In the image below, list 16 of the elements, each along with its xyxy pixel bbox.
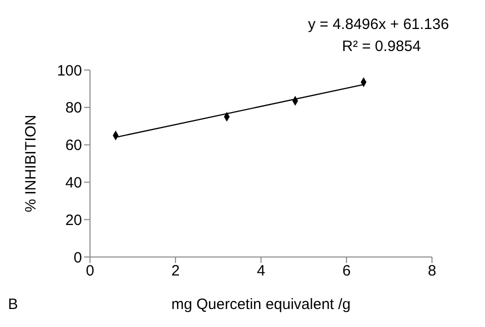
y-tick-label: 60 <box>65 137 82 154</box>
x-tick-label: 2 <box>171 262 180 280</box>
y-axis-title: % INHIBITION <box>22 114 40 212</box>
y-tick-label: 80 <box>65 100 82 117</box>
x-tick-label: 8 <box>428 262 436 280</box>
text: R² = 0.9854 <box>342 38 421 55</box>
y-tick-label: 0 <box>74 249 82 266</box>
x-tick-label: 0 <box>86 262 94 280</box>
x-axis-title: mg Quercetin equivalent /g <box>171 296 351 313</box>
text: B <box>8 296 18 313</box>
y-tick-label: 100 <box>56 62 82 80</box>
x-tick-label: 4 <box>256 262 266 280</box>
y-tick-label: 40 <box>65 174 82 192</box>
y-tick-label: 20 <box>65 212 82 229</box>
x-tick-label: 6 <box>342 262 351 280</box>
text: y = 4.8496x + 61.136 <box>308 16 449 33</box>
